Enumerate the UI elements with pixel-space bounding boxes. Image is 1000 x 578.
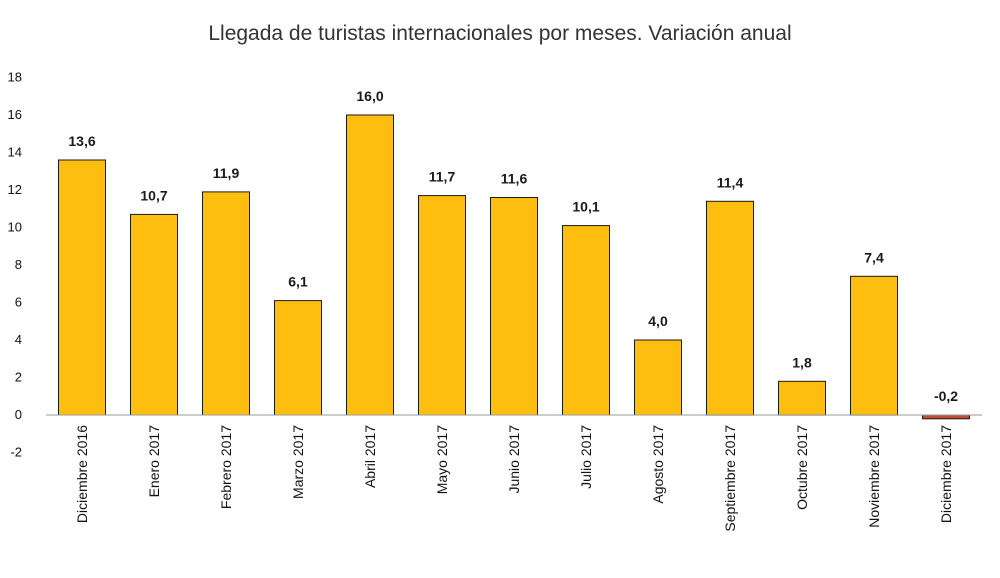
x-tick-label: Julio 2017 — [578, 425, 594, 489]
data-label: 11,7 — [429, 169, 456, 185]
y-tick-label: 4 — [15, 332, 22, 347]
data-label: -0,2 — [934, 388, 958, 404]
x-tick-label: Junio 2017 — [506, 425, 522, 494]
bar — [922, 414, 970, 420]
bar — [58, 159, 106, 416]
data-label: 11,4 — [717, 174, 744, 190]
x-tick-label: Agosto 2017 — [650, 425, 666, 504]
data-label: 10,7 — [140, 187, 167, 203]
bar — [490, 197, 538, 416]
bar — [634, 339, 682, 416]
x-tick-label: Diciembre 2017 — [938, 425, 954, 523]
bar — [346, 114, 394, 416]
x-tick-label: Diciembre 2016 — [74, 425, 90, 523]
y-tick-label: -2 — [10, 445, 22, 460]
data-label: 11,9 — [213, 165, 240, 181]
data-label: 13,6 — [68, 133, 95, 149]
x-tick-label: Enero 2017 — [146, 425, 162, 498]
data-label: 1,8 — [792, 354, 812, 370]
bar — [778, 380, 826, 416]
y-tick-label: 18 — [8, 70, 22, 85]
chart-title: Llegada de turistas internacionales por … — [208, 22, 792, 45]
x-tick-label: Marzo 2017 — [290, 425, 306, 499]
bar — [274, 300, 322, 416]
bar — [562, 225, 610, 416]
data-label: 10,1 — [572, 199, 599, 215]
y-tick-label: 0 — [15, 407, 22, 422]
data-label: 16,0 — [356, 88, 383, 104]
data-label: 7,4 — [864, 249, 884, 265]
y-tick-label: 16 — [8, 107, 22, 122]
bar — [850, 275, 898, 416]
y-tick-label: 8 — [15, 257, 22, 272]
y-tick-label: 10 — [8, 220, 22, 235]
bar — [202, 191, 250, 416]
x-tick-label: Octubre 2017 — [794, 425, 810, 510]
y-tick-label: 12 — [8, 182, 22, 197]
x-tick-label: Abril 2017 — [362, 425, 378, 488]
x-tick-label: Mayo 2017 — [434, 425, 450, 494]
data-label: 6,1 — [288, 274, 308, 290]
data-label: 4,0 — [648, 313, 668, 329]
y-tick-label: 2 — [15, 370, 22, 385]
x-tick-label: Noviembre 2017 — [866, 425, 882, 528]
data-label: 11,6 — [501, 171, 528, 187]
y-tick-label: 6 — [15, 295, 22, 310]
y-tick-label: 14 — [8, 145, 22, 160]
x-tick-label: Febrero 2017 — [218, 425, 234, 509]
bar — [130, 213, 178, 416]
bar — [418, 195, 466, 416]
bar — [706, 200, 754, 416]
x-tick-label: Septiembre 2017 — [722, 425, 738, 532]
